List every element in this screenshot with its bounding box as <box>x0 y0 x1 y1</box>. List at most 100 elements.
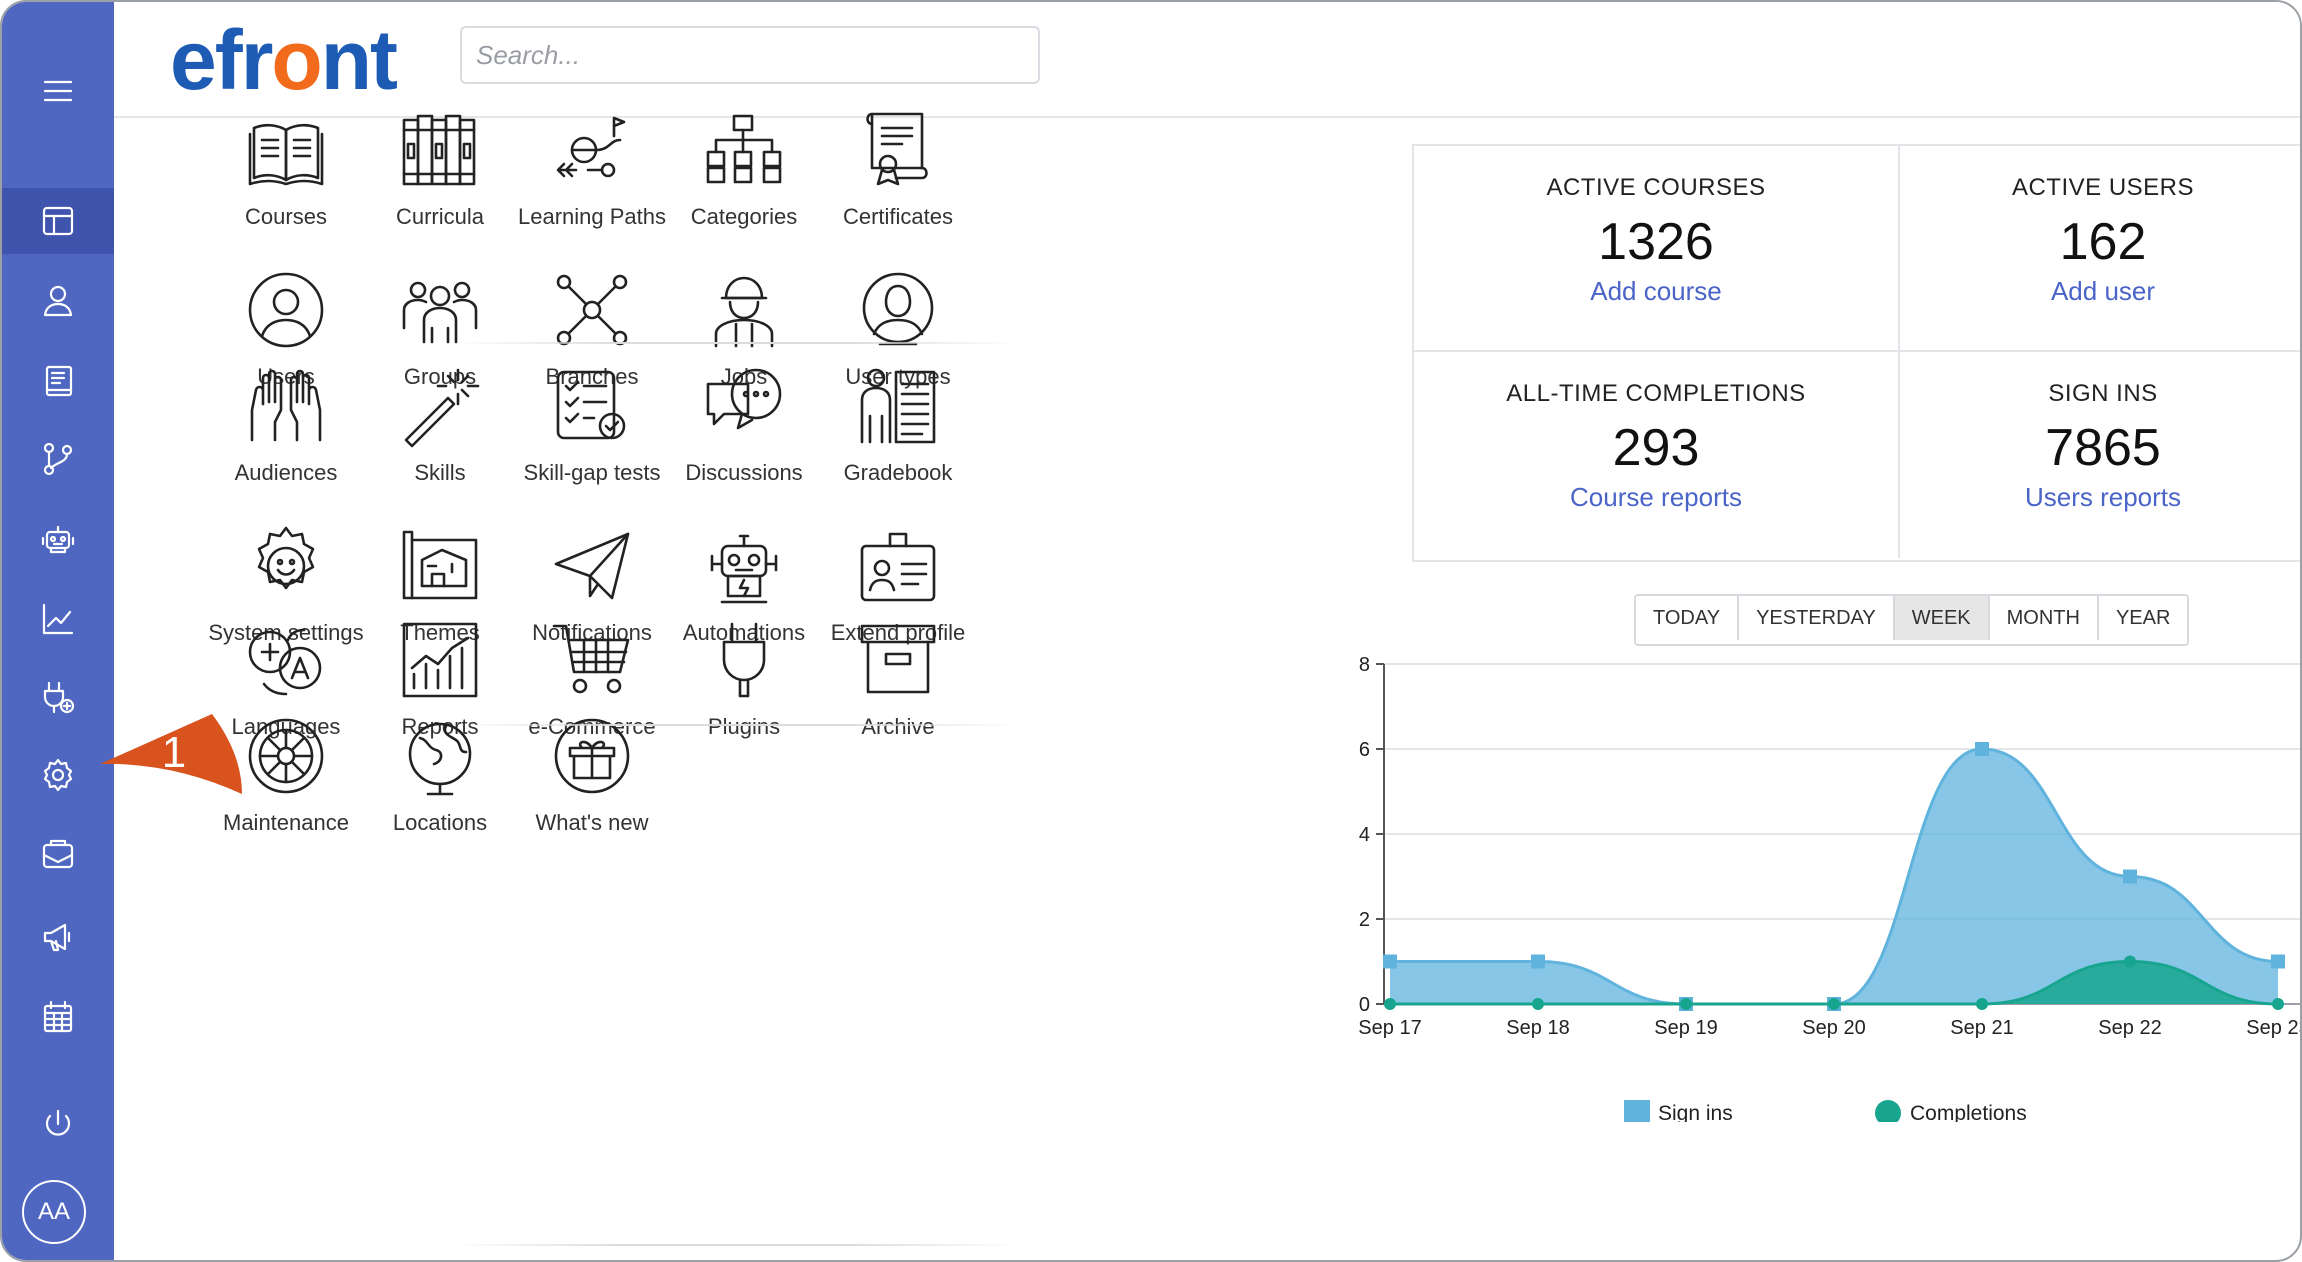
y-tick-label: 0 <box>1359 994 1370 1016</box>
tile-locations[interactable]: Locations <box>328 714 552 850</box>
mail-icon <box>42 839 74 869</box>
sidebar-item-ai[interactable] <box>2 506 114 572</box>
tile-plugins[interactable]: Plugins <box>632 618 856 754</box>
stat-sign-ins: SIGN INS 7865 Users reports <box>1900 352 2300 558</box>
data-point-completions <box>2124 955 2136 968</box>
x-tick-label: Sep 17 <box>1358 1017 1421 1039</box>
tile-label: Discussions <box>685 460 803 485</box>
sidebar-item-courses[interactable] <box>2 348 114 414</box>
period-week-button[interactable]: WEEK <box>1894 596 1990 640</box>
section-divider <box>450 724 1020 726</box>
tile-audiences[interactable]: Audiences <box>174 364 398 500</box>
sidebar-item-settings[interactable] <box>2 742 114 808</box>
sidebar-item-calendar[interactable] <box>2 984 114 1050</box>
tile-label: Courses <box>245 204 327 229</box>
stat-value: 1326 <box>1598 213 1714 271</box>
users-reports-link[interactable]: Users reports <box>2024 482 2182 512</box>
menu-toggle-button[interactable] <box>2 58 114 124</box>
globe-icon <box>408 722 472 796</box>
efront-logo[interactable]: efront <box>170 10 398 110</box>
data-point-completions <box>1384 998 1396 1010</box>
sidebar: AA <box>2 2 114 1260</box>
calendar-icon <box>43 1000 73 1033</box>
stat-title: ACTIVE USERS <box>2011 174 2195 201</box>
data-point-sign-ins <box>2123 869 2137 884</box>
period-year-button[interactable]: YEAR <box>2098 596 2188 640</box>
tile-archive[interactable]: Archive <box>786 618 1010 754</box>
hamburger-icon <box>43 80 73 102</box>
blueprint-icon <box>402 530 478 600</box>
categories-icon <box>706 114 782 184</box>
search-input[interactable] <box>460 26 1040 84</box>
activity-chart: 0 2 4 6 8 Sep 17 Sep 18 Sep 19 Sep 20 Sep 21 Sep 2… <box>1358 654 2300 1122</box>
tile-maintenance[interactable]: Maintenance <box>174 714 398 850</box>
tile-reports[interactable]: Reports <box>328 618 552 754</box>
y-tick-label: 2 <box>1359 909 1370 931</box>
group-icon <box>402 281 478 344</box>
x-tick-label: Sep 22 <box>2098 1017 2161 1039</box>
tile-skills[interactable]: Skills <box>328 364 552 500</box>
tile-label: e-Commerce <box>528 714 656 739</box>
x-tick-label: Sep 19 <box>1654 1017 1717 1039</box>
legend-swatch-completions <box>1875 1100 1901 1122</box>
sidebar-item-users[interactable] <box>2 268 114 334</box>
tile-discussions[interactable]: Discussions <box>632 364 856 500</box>
tile-courses[interactable]: Courses <box>174 108 398 244</box>
tile-learning-paths[interactable]: Learning Paths <box>480 108 704 244</box>
certificate-icon <box>866 112 928 186</box>
stat-active-users: ACTIVE USERS 162 Add user <box>1900 146 2300 352</box>
period-today-button[interactable]: TODAY <box>1636 596 1740 640</box>
paper-plane-icon <box>554 532 630 600</box>
x-tick-label: Sep 18 <box>1506 1017 1569 1039</box>
add-course-link[interactable]: Add course <box>1590 276 1722 306</box>
series-area-1 <box>1390 961 2278 1004</box>
stat-title: SIGN INS <box>2048 380 2158 407</box>
gear-smile-icon <box>257 526 315 590</box>
data-point-sign-ins <box>1975 742 1989 756</box>
logo-part-o: o <box>271 13 322 107</box>
tile-label: Audiences <box>234 460 338 485</box>
sidebar-item-dashboard[interactable] <box>2 188 114 254</box>
top-bar: efront <box>114 2 2300 118</box>
tile-what-s-new[interactable]: What's new <box>480 714 704 850</box>
logout-button[interactable] <box>2 1092 114 1158</box>
tile-label: Maintenance <box>223 810 349 835</box>
data-point-sign-ins <box>1531 954 1545 969</box>
sidebar-item-reports[interactable] <box>2 586 114 652</box>
branch-icon <box>43 442 73 476</box>
tile-curricula[interactable]: Curricula <box>328 108 552 244</box>
translate-icon <box>248 628 322 696</box>
tile-categories[interactable]: Categories <box>632 108 856 244</box>
id-card-icon <box>860 532 936 602</box>
checklist-icon <box>556 370 626 440</box>
user-icon <box>43 285 73 317</box>
tile-skill-gap-tests[interactable]: Skill-gap tests <box>480 364 704 500</box>
sidebar-item-mail[interactable] <box>2 822 114 888</box>
books-icon <box>402 114 476 186</box>
tile-label: Skill-gap tests <box>523 460 661 485</box>
step-callout-1: 1 <box>100 714 242 794</box>
sidebar-item-announcements[interactable] <box>2 904 114 970</box>
tile-certificates[interactable]: Certificates <box>786 108 1010 244</box>
tile-users[interactable]: Users <box>174 268 398 404</box>
add-user-link[interactable]: Add user <box>2050 276 2156 306</box>
callout-number: 1 <box>162 728 186 777</box>
tile-gradebook[interactable]: Gradebook <box>786 364 1010 500</box>
archive-box-icon <box>860 624 936 694</box>
data-point-sign-ins <box>1383 954 1397 969</box>
course-reports-link[interactable]: Course reports <box>1570 482 1742 512</box>
sidebar-item-plugins[interactable] <box>2 664 114 730</box>
x-tick-label: Sep 20 <box>1802 1017 1865 1039</box>
bar-chart-icon <box>402 622 478 698</box>
tile-label: What's new <box>535 810 649 835</box>
tile-label: Users <box>257 364 315 389</box>
stat-title: ACTIVE COURSES <box>1546 174 1766 201</box>
chart-line-icon <box>42 603 74 635</box>
period-month-button[interactable]: MONTH <box>1989 596 2099 640</box>
plug-icon <box>722 622 766 698</box>
sidebar-item-branches[interactable] <box>2 426 114 492</box>
gear-icon <box>43 758 73 792</box>
tile-e-commerce[interactable]: e-Commerce <box>480 618 704 754</box>
period-yesterday-button[interactable]: YESTERDAY <box>1739 596 1895 640</box>
avatar[interactable]: AA <box>22 1180 86 1244</box>
